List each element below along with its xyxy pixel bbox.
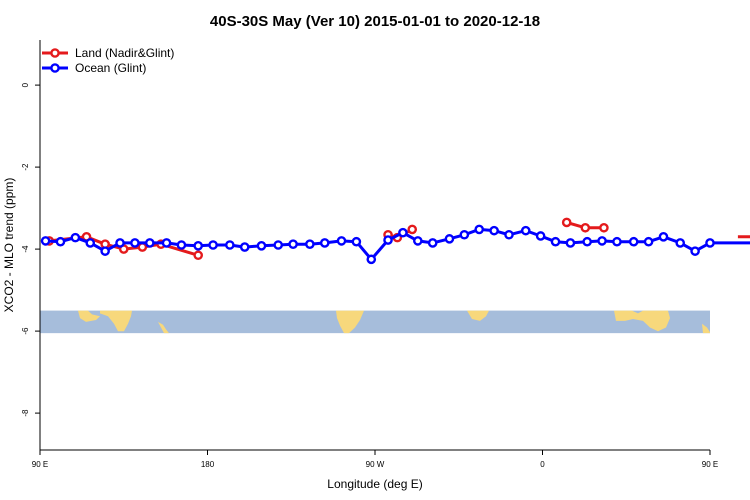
data-point	[336, 236, 347, 246]
x-tick-label: 90 E	[702, 460, 718, 469]
map-land	[702, 323, 710, 334]
data-point	[705, 238, 715, 248]
legend-item-land: Land (Nadir&Glint)	[42, 46, 174, 60]
data-point	[115, 238, 125, 248]
data-point	[383, 235, 393, 245]
data-point	[459, 229, 470, 240]
data-point	[628, 236, 639, 247]
x-tick-label: 90 W	[366, 460, 385, 469]
data-point	[561, 217, 572, 228]
map-land	[100, 310, 132, 332]
data-point	[407, 224, 418, 235]
data-point	[580, 222, 591, 233]
legend-label: Ocean (Glint)	[75, 61, 146, 75]
data-point	[40, 236, 51, 246]
data-point	[444, 234, 455, 244]
data-point	[319, 238, 330, 248]
y-tick-label: -2	[21, 163, 30, 171]
data-point	[273, 240, 284, 250]
legend-marker	[50, 48, 60, 58]
x-tick-label: 0	[540, 460, 545, 469]
data-point	[161, 238, 172, 248]
data-point	[643, 236, 654, 247]
data-point	[612, 236, 622, 247]
axes-layer: 90 E 180 90 W 0 90 E 0 -2 -4 -6 -8	[21, 40, 718, 469]
y-tick-label: 0	[21, 82, 30, 87]
data-point	[288, 239, 298, 249]
data-point	[366, 254, 377, 265]
data-point	[599, 222, 609, 233]
series-ocean	[40, 224, 750, 265]
data-point	[675, 238, 686, 248]
series-land	[44, 217, 750, 261]
data-point	[130, 238, 140, 248]
map-land	[78, 310, 100, 322]
data-point	[208, 240, 218, 250]
map-land	[614, 310, 670, 332]
legend-item-ocean: Ocean (Glint)	[42, 61, 146, 75]
x-tick-label: 90 E	[32, 460, 48, 469]
legend: Land (Nadir&Glint)Ocean (Glint)	[42, 46, 174, 75]
x-tick-label: 180	[201, 460, 215, 469]
data-point	[193, 250, 203, 261]
data-point	[565, 238, 576, 248]
series-layer	[40, 217, 750, 265]
data-point	[504, 229, 514, 240]
legend-marker	[50, 63, 60, 73]
y-tick-label: -8	[21, 409, 30, 417]
y-axis-label: XCO2 - MLO trend (ppm)	[2, 178, 16, 313]
data-point	[193, 241, 203, 251]
data-point	[256, 241, 267, 251]
map-band	[40, 310, 710, 334]
data-point	[535, 231, 546, 241]
data-point	[474, 224, 485, 235]
data-point	[239, 242, 250, 252]
data-point	[70, 232, 81, 243]
data-point	[582, 236, 592, 247]
data-point	[690, 246, 700, 256]
data-point	[176, 240, 187, 250]
y-tick-label: -6	[21, 327, 30, 335]
data-point	[305, 239, 315, 249]
data-point	[658, 231, 669, 242]
data-point	[85, 238, 96, 248]
data-point	[100, 246, 110, 256]
data-point	[597, 236, 607, 246]
data-point	[520, 225, 531, 236]
map-ocean	[40, 310, 710, 334]
data-point	[351, 236, 362, 247]
data-point	[489, 225, 499, 236]
data-point	[225, 240, 235, 250]
data-point	[55, 236, 66, 247]
map-land	[158, 321, 169, 334]
data-point	[413, 236, 423, 246]
chart-title: 40S-30S May (Ver 10) 2015-01-01 to 2020-…	[210, 13, 540, 30]
legend-label: Land (Nadir&Glint)	[75, 46, 174, 60]
data-point	[550, 236, 561, 247]
data-point	[427, 238, 438, 248]
data-point	[137, 242, 148, 252]
map-land	[467, 310, 489, 321]
x-axis-label: Longitude (deg E)	[327, 477, 422, 491]
data-point	[145, 238, 155, 248]
map-land	[336, 310, 364, 334]
data-point	[398, 227, 408, 238]
y-tick-label: -4	[21, 245, 30, 253]
